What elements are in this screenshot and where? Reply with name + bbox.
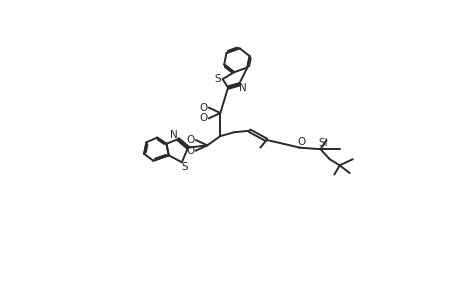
Text: O: O — [186, 146, 194, 156]
Text: S: S — [181, 162, 188, 172]
Text: O: O — [199, 103, 207, 112]
Text: Si: Si — [317, 138, 327, 148]
Text: N: N — [238, 82, 246, 93]
Text: S: S — [214, 74, 221, 84]
Text: O: O — [297, 137, 305, 147]
Text: N: N — [170, 130, 178, 140]
Text: O: O — [199, 113, 207, 123]
Text: O: O — [186, 135, 194, 145]
